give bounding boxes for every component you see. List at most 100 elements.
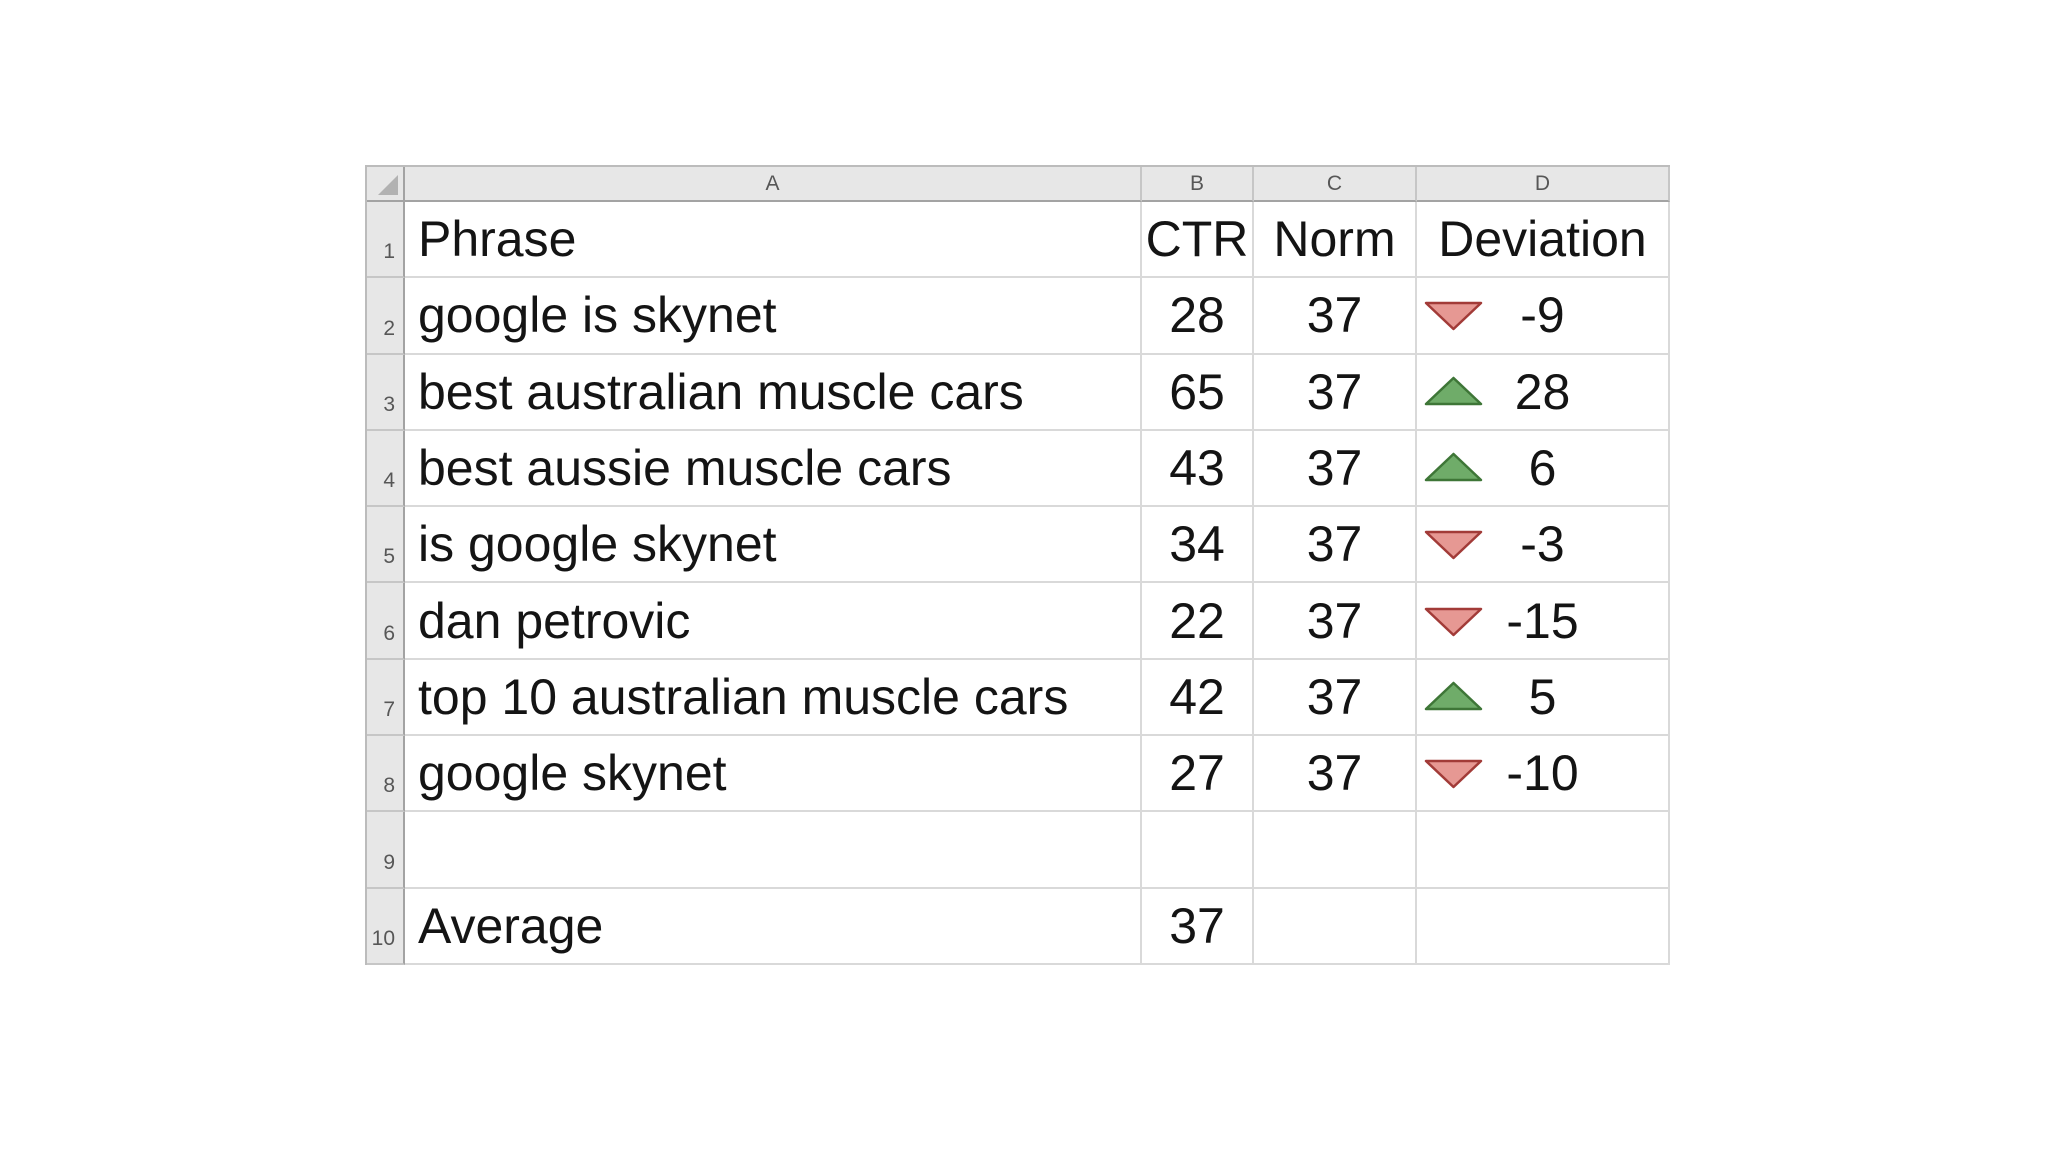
cell-b8[interactable]: 27 [1142,736,1254,813]
cell-a2[interactable]: google is skynet [405,278,1142,355]
cell-text: 43 [1169,440,1225,497]
row-header-label: 2 [383,316,395,340]
cell-text: 37 [1306,745,1363,802]
column-header-a[interactable]: A [405,167,1142,202]
cell-b4[interactable]: 43 [1142,430,1254,508]
row-header-9[interactable]: 9 [367,812,405,889]
cell-d5[interactable]: -3 [1417,507,1670,584]
row-header-5[interactable]: 5 [367,507,405,584]
cell-c5[interactable]: 37 [1254,507,1417,584]
cell-text: Phrase [418,211,577,268]
cell-text: Norm [1273,211,1396,268]
cell-a7[interactable]: top 10 australian muscle cars [405,659,1142,737]
row-header-4[interactable]: 4 [367,430,405,508]
cell-text: 37 [1306,592,1363,649]
cell-text: -9 [1520,287,1565,344]
trend-up-icon [1424,452,1483,482]
header-cell-d1[interactable]: Deviation [1417,202,1670,279]
cell-a5[interactable]: is google skynet [405,507,1142,584]
cell-text: 37 [1306,516,1363,573]
cell-text: 28 [1514,363,1571,420]
cell-b10[interactable]: 37 [1142,888,1254,965]
row-header-label: 4 [383,469,395,493]
column-header-b[interactable]: B [1142,167,1254,202]
trend-down-icon [1424,607,1483,636]
cell-c10[interactable] [1254,888,1417,965]
cell-c3[interactable]: 37 [1254,354,1417,431]
row-header-2[interactable]: 2 [367,278,405,355]
cell-a6[interactable]: dan petrovic [405,583,1142,660]
row-header-1[interactable]: 1 [367,202,405,279]
row-header-label: 9 [383,850,395,874]
cell-d2[interactable]: -9 [1417,278,1670,355]
trend-down-icon [1424,531,1483,560]
header-cell-b1[interactable]: CTR [1142,202,1254,279]
column-header-label: C [1326,171,1343,195]
row-header-8[interactable]: 8 [367,736,405,813]
spreadsheet-grid: A B C D 1 Phrase CTR Norm Deviation 2 google i… [365,165,1670,965]
cell-c8[interactable]: 37 [1254,736,1417,813]
cell-text: 27 [1169,745,1225,802]
cell-c6[interactable]: 37 [1254,583,1417,660]
cell-text: best aussie muscle cars [418,440,952,497]
cell-a3[interactable]: best australian muscle cars [405,354,1142,431]
cell-text: 37 [1306,440,1363,497]
cell-text: Deviation [1438,211,1647,268]
cell-d6[interactable]: -15 [1417,583,1670,660]
column-header-label: B [1189,171,1204,195]
row-header-label: 10 [371,926,395,950]
cell-text: 5 [1528,668,1557,725]
cell-c9[interactable] [1254,812,1417,889]
cell-d8[interactable]: -10 [1417,736,1670,813]
select-all-corner[interactable] [367,167,405,202]
cell-b3[interactable]: 65 [1142,354,1254,431]
cell-d10[interactable] [1417,888,1670,965]
cell-text: 34 [1169,516,1225,573]
column-header-c[interactable]: C [1254,167,1417,202]
cell-text: 37 [1169,897,1225,954]
header-cell-c1[interactable]: Norm [1254,202,1417,279]
cell-d4[interactable]: 6 [1417,430,1670,508]
cell-text: 28 [1169,287,1225,344]
cell-c4[interactable]: 37 [1254,430,1417,508]
cell-a10[interactable]: Average [405,888,1142,965]
cell-a9[interactable] [405,812,1142,889]
cell-b6[interactable]: 22 [1142,583,1254,660]
cell-d3[interactable]: 28 [1417,354,1670,431]
column-header-d[interactable]: D [1417,167,1670,202]
cell-d7[interactable]: 5 [1417,659,1670,737]
cell-c7[interactable]: 37 [1254,659,1417,737]
trend-up-icon [1424,376,1483,405]
cell-text: Average [418,897,604,954]
column-header-label: D [1534,171,1551,195]
cell-text: best australian muscle cars [418,363,1024,420]
row-header-label: 8 [383,774,395,798]
row-header-label: 3 [383,392,395,416]
cell-text: google skynet [418,745,727,802]
cell-b7[interactable]: 42 [1142,659,1254,737]
cell-text: google is skynet [418,287,777,344]
cell-text: dan petrovic [418,592,691,649]
cell-a4[interactable]: best aussie muscle cars [405,430,1142,508]
cell-text: -15 [1506,592,1579,649]
trend-down-icon [1424,759,1483,789]
header-cell-a1[interactable]: Phrase [405,202,1142,279]
select-all-triangle-icon [378,175,398,195]
cell-text: 6 [1528,440,1557,497]
cell-b2[interactable]: 28 [1142,278,1254,355]
cell-text: 37 [1306,668,1363,725]
cell-text: -10 [1506,745,1579,802]
cell-d9[interactable] [1417,812,1670,889]
cell-c2[interactable]: 37 [1254,278,1417,355]
row-header-label: 7 [383,698,395,722]
cell-a8[interactable]: google skynet [405,736,1142,813]
row-header-7[interactable]: 7 [367,659,405,737]
row-header-6[interactable]: 6 [367,583,405,660]
cell-text: 65 [1169,363,1225,420]
cell-b9[interactable] [1142,812,1254,889]
cell-text: 22 [1169,592,1225,649]
cell-text: 42 [1169,668,1225,725]
row-header-3[interactable]: 3 [367,354,405,431]
row-header-10[interactable]: 10 [367,888,405,965]
cell-b5[interactable]: 34 [1142,507,1254,584]
